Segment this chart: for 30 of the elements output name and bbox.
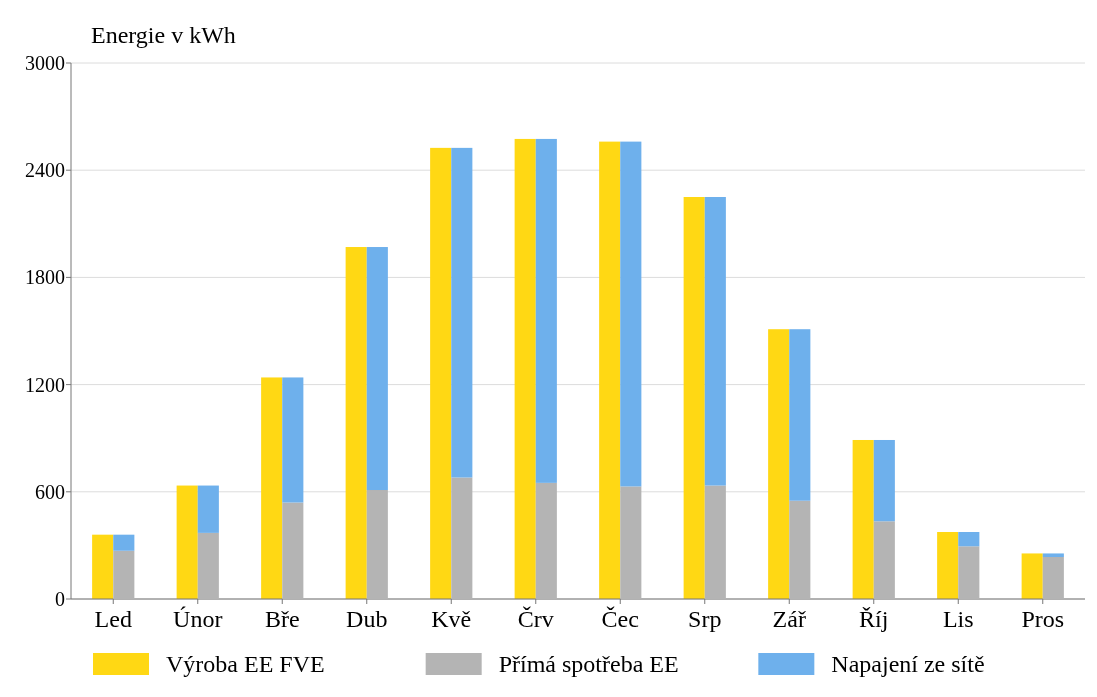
bar: [1042, 553, 1064, 558]
legend-label: Výroba EE FVE: [166, 651, 325, 677]
x-tick-label: Únor: [173, 606, 223, 632]
y-tick-label: 3000: [25, 52, 65, 74]
x-tick-label: Čec: [601, 606, 639, 632]
x-tick-label: Bře: [264, 606, 300, 632]
x-tick-label: Dub: [346, 606, 388, 632]
bar: [620, 486, 642, 599]
x-tick-label: Zář: [772, 606, 806, 632]
legend-label: Přímá spotřeba EE: [498, 651, 679, 677]
y-tick-label: 1200: [25, 373, 65, 396]
y-tick-label: 2400: [25, 159, 65, 182]
bar: [113, 534, 135, 551]
y-tick-label: 0: [55, 588, 65, 610]
x-tick-label: Lis: [942, 606, 974, 632]
x-tick-label: Srp: [688, 606, 722, 632]
legend-label: Napajení ze sítě: [831, 651, 985, 677]
x-tick-label: Črv: [517, 606, 554, 632]
bar: [535, 482, 557, 599]
x-tick-label: Led: [94, 606, 132, 632]
x-tick-label: Pros: [1021, 606, 1065, 632]
bar: [704, 485, 726, 599]
bar: [958, 532, 980, 547]
y-tick-label: 1800: [25, 266, 65, 289]
bar: [366, 490, 388, 599]
y-tick-label: 600: [35, 480, 65, 503]
bar: [451, 477, 473, 599]
y-axis-title: Energie v kWh: [91, 22, 236, 48]
x-tick-label: Říj: [859, 606, 889, 632]
x-tick-label: Kvě: [431, 606, 472, 632]
